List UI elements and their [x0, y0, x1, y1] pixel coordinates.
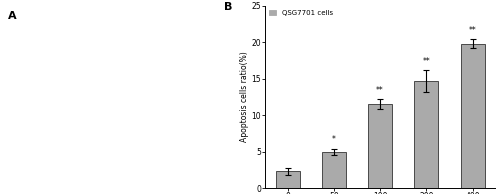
Legend: QSG7701 cells: QSG7701 cells — [268, 8, 335, 18]
Bar — [276, 171, 299, 188]
Bar — [368, 104, 392, 188]
Bar — [414, 81, 438, 188]
Bar — [322, 152, 346, 188]
Y-axis label: Apoptosis cells ratio(%): Apoptosis cells ratio(%) — [240, 52, 248, 142]
Bar — [460, 44, 484, 188]
Text: *: * — [332, 135, 336, 144]
Text: **: ** — [422, 57, 430, 66]
Text: B: B — [224, 2, 232, 12]
Text: **: ** — [376, 86, 384, 95]
Text: **: ** — [468, 26, 476, 35]
Text: A: A — [8, 11, 16, 21]
